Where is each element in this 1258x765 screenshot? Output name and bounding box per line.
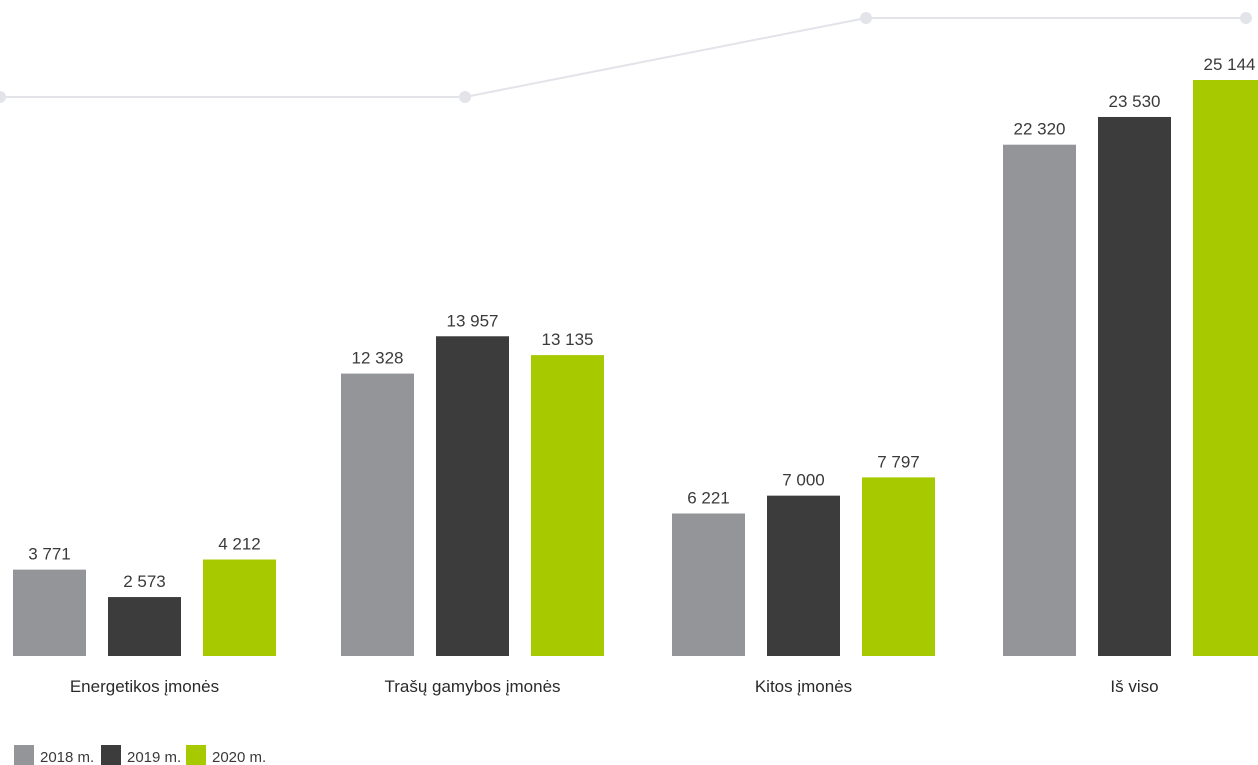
bar-2020-2 xyxy=(862,477,935,656)
legend-swatch xyxy=(101,745,121,765)
bar-2019-3 xyxy=(1098,116,1171,657)
data-label: 4 212 xyxy=(218,535,261,554)
bar-2018-0 xyxy=(13,569,86,656)
data-label: 7 000 xyxy=(782,471,825,490)
decorative-line-dot xyxy=(459,91,471,103)
bar-2018-3 xyxy=(1003,144,1076,657)
data-label: 7 797 xyxy=(877,452,920,471)
category-label: Kitos įmonės xyxy=(755,677,852,696)
data-label: 13 957 xyxy=(447,311,499,330)
legend-swatch xyxy=(186,745,206,765)
decorative-line-dot xyxy=(860,12,872,24)
decorative-line-dot xyxy=(1240,12,1252,24)
data-label: 25 144 xyxy=(1204,55,1256,74)
bar-2020-3 xyxy=(1193,80,1258,656)
decorative-line-dot xyxy=(0,91,6,103)
data-label: 23 530 xyxy=(1109,92,1161,111)
data-label: 6 221 xyxy=(687,488,730,507)
data-label: 3 771 xyxy=(28,545,71,564)
data-label: 22 320 xyxy=(1014,120,1066,139)
bar-2019-2 xyxy=(767,495,840,656)
legend: 2018 m. 2019 m. 2020 m. xyxy=(14,745,266,765)
category-label: Energetikos įmonės xyxy=(70,677,219,696)
bar-2019-1 xyxy=(436,336,509,656)
category-label: Iš viso xyxy=(1110,677,1158,696)
category-label: Trašų gamybos įmonės xyxy=(384,677,560,696)
category-labels: Energetikos įmonės Trašų gamybos įmonės Ki… xyxy=(70,677,1159,696)
legend-label: 2019 m. xyxy=(127,749,181,765)
data-label: 2 573 xyxy=(123,572,166,591)
legend-swatch xyxy=(14,745,34,765)
bar-2018-2 xyxy=(672,513,745,656)
bar-2020-1 xyxy=(531,355,604,656)
legend-label: 2020 m. xyxy=(212,749,266,765)
value-labels: 3 771 2 573 4 212 12 328 13 957 13 135 6 221 7 … xyxy=(28,55,1255,591)
data-label: 13 135 xyxy=(542,330,594,349)
bar-2018-1 xyxy=(341,373,414,656)
decorative-line xyxy=(0,12,1252,103)
data-label: 12 328 xyxy=(352,349,404,368)
bar-2020-0 xyxy=(203,559,276,656)
legend-label: 2018 m. xyxy=(40,749,94,765)
decorative-line-path xyxy=(0,17,1246,98)
bars-group xyxy=(13,80,1258,657)
bar-2019-0 xyxy=(108,597,181,656)
